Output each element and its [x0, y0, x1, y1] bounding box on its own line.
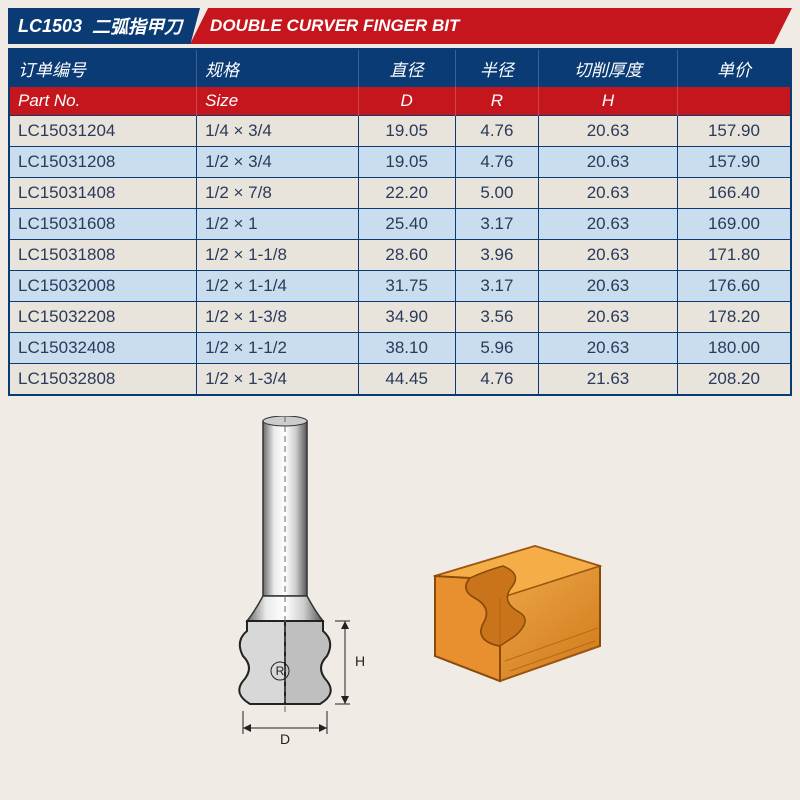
col-size-en: Size	[197, 87, 358, 116]
cell-part: LC15031608	[9, 209, 197, 240]
table-row: LC150320081/2 × 1-1/431.753.1720.63176.6…	[9, 271, 791, 302]
cell-part: LC15031208	[9, 147, 197, 178]
cell-h: 20.63	[539, 116, 678, 147]
col-d-en: D	[358, 87, 455, 116]
col-part-cn: 订单编号	[9, 49, 197, 87]
label-h: H	[355, 653, 365, 669]
cell-h: 21.63	[539, 364, 678, 396]
cell-part: LC15031408	[9, 178, 197, 209]
cell-part: LC15032408	[9, 333, 197, 364]
cell-price: 208.20	[677, 364, 791, 396]
cell-r: 5.00	[455, 178, 538, 209]
cell-d: 22.20	[358, 178, 455, 209]
col-price-en	[677, 87, 791, 116]
diagram-area: R H D	[8, 416, 792, 756]
col-r-en: R	[455, 87, 538, 116]
cell-size: 1/2 × 7/8	[197, 178, 358, 209]
table-body: LC150312041/4 × 3/419.054.7620.63157.90L…	[9, 116, 791, 396]
cell-size: 1/2 × 1	[197, 209, 358, 240]
col-size-cn: 规格	[197, 49, 358, 87]
cell-price: 180.00	[677, 333, 791, 364]
cell-r: 3.56	[455, 302, 538, 333]
cell-size: 1/2 × 1-1/8	[197, 240, 358, 271]
cell-size: 1/2 × 3/4	[197, 147, 358, 178]
cell-price: 157.90	[677, 147, 791, 178]
cell-d: 19.05	[358, 147, 455, 178]
cell-d: 34.90	[358, 302, 455, 333]
cell-d: 31.75	[358, 271, 455, 302]
cell-r: 4.76	[455, 147, 538, 178]
cell-r: 3.17	[455, 209, 538, 240]
cell-r: 4.76	[455, 364, 538, 396]
table-row: LC150328081/2 × 1-3/444.454.7621.63208.2…	[9, 364, 791, 396]
header-row-en: Part No. Size D R H	[9, 87, 791, 116]
cell-price: 157.90	[677, 116, 791, 147]
col-price-cn: 单价	[677, 49, 791, 87]
cell-part: LC15031808	[9, 240, 197, 271]
cell-h: 20.63	[539, 333, 678, 364]
title-bar: LC1503 二弧指甲刀 DOUBLE CURVER FINGER BIT	[8, 8, 792, 44]
spec-table: 订单编号 规格 直径 半径 切削厚度 单价 Part No. Size D R …	[8, 48, 792, 396]
cell-h: 20.63	[539, 147, 678, 178]
cell-h: 20.63	[539, 209, 678, 240]
cell-part: LC15031204	[9, 116, 197, 147]
cell-price: 176.60	[677, 271, 791, 302]
cell-h: 20.63	[539, 178, 678, 209]
cell-size: 1/4 × 3/4	[197, 116, 358, 147]
cell-price: 171.80	[677, 240, 791, 271]
table-row: LC150314081/2 × 7/822.205.0020.63166.40	[9, 178, 791, 209]
cell-r: 4.76	[455, 116, 538, 147]
cell-r: 3.17	[455, 271, 538, 302]
table-row: LC150312041/4 × 3/419.054.7620.63157.90	[9, 116, 791, 147]
label-r: R	[276, 664, 285, 678]
cell-part: LC15032208	[9, 302, 197, 333]
cell-r: 3.96	[455, 240, 538, 271]
table-row: LC150316081/2 × 125.403.1720.63169.00	[9, 209, 791, 240]
col-r-cn: 半径	[455, 49, 538, 87]
cell-part: LC15032008	[9, 271, 197, 302]
cell-d: 19.05	[358, 116, 455, 147]
product-name-cn: 二弧指甲刀	[92, 13, 182, 39]
cell-h: 20.63	[539, 271, 678, 302]
table-row: LC150312081/2 × 3/419.054.7620.63157.90	[9, 147, 791, 178]
product-name-en: DOUBLE CURVER FINGER BIT	[210, 16, 459, 36]
table-row: LC150318081/2 × 1-1/828.603.9620.63171.8…	[9, 240, 791, 271]
cell-price: 169.00	[677, 209, 791, 240]
col-d-cn: 直径	[358, 49, 455, 87]
cell-d: 38.10	[358, 333, 455, 364]
cell-d: 44.45	[358, 364, 455, 396]
table-row: LC150324081/2 × 1-1/238.105.9620.63180.0…	[9, 333, 791, 364]
col-h-cn: 切削厚度	[539, 49, 678, 87]
cell-r: 5.96	[455, 333, 538, 364]
col-part-en: Part No.	[9, 87, 197, 116]
label-d: D	[280, 731, 290, 747]
cell-size: 1/2 × 1-3/8	[197, 302, 358, 333]
cell-d: 25.40	[358, 209, 455, 240]
cell-h: 20.63	[539, 302, 678, 333]
cell-h: 20.63	[539, 240, 678, 271]
cell-d: 28.60	[358, 240, 455, 271]
cell-price: 166.40	[677, 178, 791, 209]
tool-diagram: R H D	[185, 416, 385, 756]
col-h-en: H	[539, 87, 678, 116]
wood-profile-diagram	[415, 516, 615, 696]
product-code: LC1503	[18, 16, 82, 37]
title-left: LC1503 二弧指甲刀	[8, 8, 200, 44]
cell-size: 1/2 × 1-3/4	[197, 364, 358, 396]
cell-part: LC15032808	[9, 364, 197, 396]
table-row: LC150322081/2 × 1-3/834.903.5620.63178.2…	[9, 302, 791, 333]
cell-price: 178.20	[677, 302, 791, 333]
cell-size: 1/2 × 1-1/2	[197, 333, 358, 364]
header-row-cn: 订单编号 规格 直径 半径 切削厚度 单价	[9, 49, 791, 87]
cell-size: 1/2 × 1-1/4	[197, 271, 358, 302]
title-right: DOUBLE CURVER FINGER BIT	[190, 8, 792, 44]
